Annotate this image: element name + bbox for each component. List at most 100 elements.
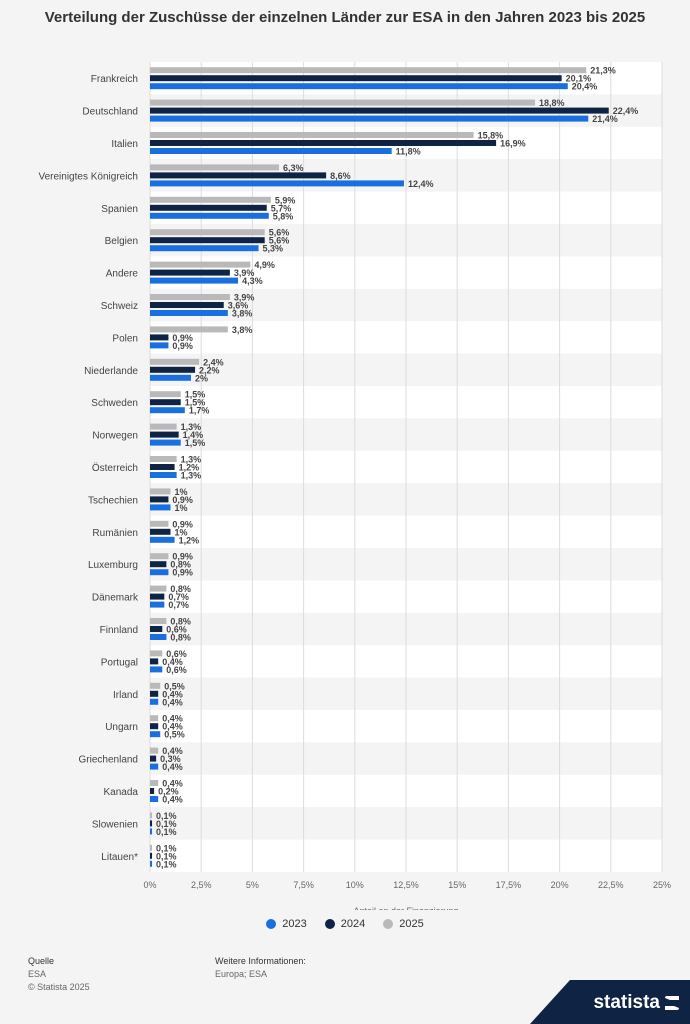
bar-2023 [150, 472, 177, 478]
bar-2023 [150, 407, 185, 414]
data-label-2025: 0,8% [170, 617, 191, 627]
data-label-2023: 0,1% [156, 859, 177, 869]
bar-2024 [150, 237, 265, 244]
bar-2024 [150, 75, 562, 82]
category-label: Italien [111, 139, 138, 150]
bar-2023 [150, 439, 181, 446]
category-label: Luxemburg [88, 560, 138, 571]
data-label-2023: 5,3% [263, 244, 284, 254]
data-label-2024: 1,5% [185, 398, 206, 408]
bar-2025 [150, 423, 177, 430]
bar-2023 [150, 310, 228, 316]
bar-2025 [150, 650, 163, 657]
bar-2025 [150, 196, 271, 203]
bar-2025 [150, 456, 177, 462]
bar-2024 [150, 820, 153, 827]
bar-2024 [150, 464, 175, 470]
source-heading: Quelle [28, 956, 55, 966]
legend-item-2023[interactable]: 2023 [266, 918, 307, 930]
legend-dot-2023 [266, 919, 277, 929]
info-heading: Weitere Informationen: [215, 956, 306, 966]
data-label-2023: 20,4% [572, 82, 598, 92]
data-label-2024: 20,1% [566, 74, 592, 84]
x-tick-label: 20% [551, 880, 569, 890]
data-label-2025: 5,9% [275, 195, 296, 205]
data-label-2025: 0,5% [164, 681, 185, 691]
bar-2024 [150, 626, 163, 632]
legend-dot-2025 [383, 919, 394, 929]
category-label: Portugal [101, 657, 138, 668]
legend-item-2025[interactable]: 2025 [383, 918, 424, 930]
category-label: Niederlande [84, 366, 138, 377]
data-label-2024: 0,1% [156, 819, 177, 829]
bar-2024 [150, 852, 153, 859]
data-label-2025: 3,9% [234, 293, 255, 303]
bar-2025 [150, 618, 167, 624]
bar-2024 [150, 334, 169, 341]
legend: 2023 2024 2025 [0, 918, 690, 930]
data-label-2025: 4,9% [254, 260, 275, 270]
bar-2025 [150, 520, 169, 527]
category-label: Griechenland [79, 755, 138, 766]
category-label: Norwegen [92, 431, 138, 442]
data-label-2025: 3,8% [232, 325, 253, 335]
bar-2025 [150, 261, 251, 268]
data-label-2025: 21,3% [590, 66, 616, 76]
bar-2024 [150, 204, 267, 211]
data-label-2025: 18,8% [539, 98, 565, 108]
bar-2023 [150, 536, 175, 543]
bar-2023 [150, 828, 153, 835]
x-axis-label: Anteil an der Finanzierung [353, 906, 458, 910]
bar-2024 [150, 140, 497, 146]
bar-2025 [150, 99, 536, 106]
bar-2024 [150, 593, 165, 600]
bar-2025 [150, 715, 159, 722]
brand-text: statista [593, 992, 660, 1013]
info-text: Europa; ESA [215, 969, 268, 979]
category-label: Litauen* [101, 852, 138, 863]
data-label-2025: 0,8% [170, 584, 191, 594]
data-label-2023: 3,8% [232, 309, 253, 319]
bar-2025 [150, 164, 280, 171]
logo-background [530, 980, 690, 1024]
category-label: Slowenien [92, 819, 138, 830]
statista-logo[interactable]: statista [530, 980, 690, 1024]
bar-2025 [150, 229, 265, 236]
legend-label-2023: 2023 [282, 918, 307, 930]
data-label-2025: 1,3% [181, 455, 202, 465]
category-label: Andere [106, 269, 139, 280]
legend-item-2024[interactable]: 2024 [324, 918, 365, 930]
data-label-2024: 16,9% [500, 139, 526, 149]
bar-2024 [150, 269, 230, 276]
data-label-2023: 5,8% [273, 211, 294, 221]
data-label-2024: 0,6% [166, 625, 187, 635]
data-label-2025: 5,6% [269, 228, 290, 238]
category-label: Kanada [104, 787, 139, 798]
data-label-2024: 0,4% [162, 657, 183, 667]
data-label-2025: 0,4% [162, 746, 183, 756]
category-label: Irland [113, 690, 138, 701]
bar-2024 [150, 107, 609, 114]
data-label-2025: 0,4% [162, 779, 183, 789]
bar-2023 [150, 666, 163, 673]
bar-2024 [150, 723, 159, 730]
x-tick-label: 15% [448, 880, 466, 890]
bar-chart: 0% 2,5% 5% 7,5% 10% 12,5% 15% 17,5% 20% 22,5% 25% A… [38, 62, 671, 910]
info-block: Weitere Informationen: Europa; ESA [215, 955, 306, 981]
data-label-2024: 0,3% [160, 754, 181, 764]
data-label-2024: 0,4% [162, 689, 183, 699]
bar-2024 [150, 366, 196, 373]
bar-2025 [150, 326, 228, 333]
x-tick-label: 2,5% [191, 880, 212, 890]
data-label-2025: 0,1% [156, 843, 177, 853]
bar-2023 [150, 212, 269, 219]
x-tick-label: 12,5% [393, 880, 419, 890]
data-label-2025: 1,3% [181, 422, 202, 432]
category-label: Dänemark [92, 593, 139, 604]
category-label: Tschechien [88, 495, 138, 506]
data-label-2023: 1,5% [185, 438, 206, 448]
chart-title: Verteilung der Zuschüsse der einzelnen L… [44, 9, 646, 26]
bar-2024 [150, 172, 327, 179]
data-label-2023: 2% [195, 373, 208, 383]
bar-2025 [150, 553, 169, 560]
